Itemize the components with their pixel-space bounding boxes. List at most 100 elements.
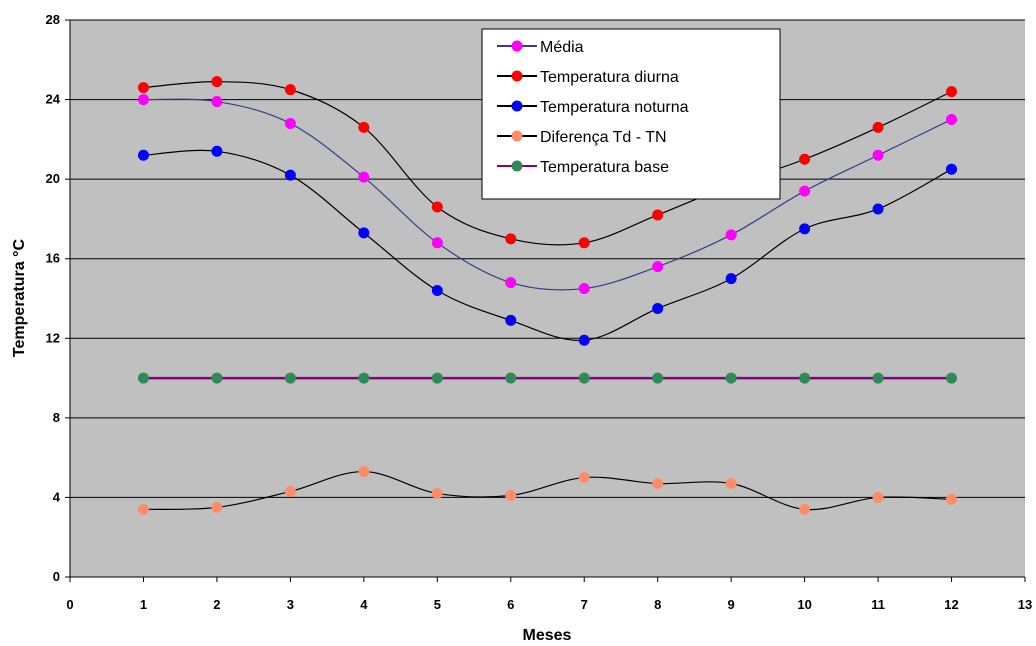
data-point xyxy=(284,169,296,181)
data-point xyxy=(872,149,884,161)
data-point xyxy=(946,493,958,505)
data-point xyxy=(799,185,811,197)
data-point xyxy=(137,149,149,161)
y-tick-label: 0 xyxy=(53,569,60,584)
data-point xyxy=(358,466,370,478)
data-point xyxy=(431,237,443,249)
data-point xyxy=(137,82,149,94)
y-tick-label: 20 xyxy=(46,171,60,186)
x-tick-label: 8 xyxy=(654,597,661,612)
data-point xyxy=(284,485,296,497)
x-tick-label: 4 xyxy=(360,597,368,612)
data-point xyxy=(358,372,370,384)
data-point xyxy=(799,503,811,515)
y-tick-label: 24 xyxy=(46,92,61,107)
data-point xyxy=(284,84,296,96)
data-point xyxy=(652,261,664,273)
data-point xyxy=(211,96,223,108)
data-point xyxy=(358,171,370,183)
data-point xyxy=(946,113,958,125)
legend-label: Diferença Td - TN xyxy=(540,129,667,146)
data-point xyxy=(799,223,811,235)
data-point xyxy=(872,372,884,384)
data-point xyxy=(505,277,517,289)
data-point xyxy=(946,372,958,384)
data-point xyxy=(284,372,296,384)
data-point xyxy=(431,201,443,213)
legend-item-2: Temperatura noturna xyxy=(497,99,689,116)
data-point xyxy=(799,153,811,165)
legend-label: Temperatura base xyxy=(540,159,669,176)
data-point xyxy=(578,283,590,295)
x-tick-label: 1 xyxy=(140,597,147,612)
legend-item-4: Temperatura base xyxy=(497,159,669,176)
data-point xyxy=(872,203,884,215)
legend-marker xyxy=(511,70,523,82)
y-tick-label: 4 xyxy=(53,489,61,504)
legend-marker xyxy=(511,40,523,52)
data-point xyxy=(284,117,296,129)
data-point xyxy=(505,372,517,384)
x-tick-label: 13 xyxy=(1018,597,1032,612)
legend-label: Temperatura noturna xyxy=(540,99,689,116)
y-axis-title: Temperatura °C xyxy=(11,238,28,357)
x-tick-label: 2 xyxy=(213,597,220,612)
legend-label: Temperatura diurna xyxy=(540,69,679,86)
legend-item-0: Média xyxy=(497,39,584,56)
y-tick-label: 12 xyxy=(46,330,60,345)
series-0 xyxy=(137,94,958,295)
x-tick-label: 7 xyxy=(581,597,588,612)
data-point xyxy=(431,487,443,499)
legend-label: Média xyxy=(540,39,584,56)
data-point xyxy=(946,86,958,98)
y-tick-label: 16 xyxy=(46,251,60,266)
data-point xyxy=(725,273,737,285)
data-point xyxy=(652,209,664,221)
x-tick-label: 5 xyxy=(434,597,441,612)
x-tick-label: 11 xyxy=(871,597,885,612)
data-point xyxy=(211,145,223,157)
legend-marker xyxy=(511,160,523,172)
series-line xyxy=(143,470,952,511)
data-point xyxy=(211,501,223,513)
data-point xyxy=(211,372,223,384)
data-point xyxy=(137,94,149,106)
series-1 xyxy=(137,76,958,249)
data-point xyxy=(505,233,517,245)
series-4 xyxy=(137,372,958,384)
data-point xyxy=(652,372,664,384)
x-tick-label: 12 xyxy=(944,597,958,612)
data-point xyxy=(725,229,737,241)
data-point xyxy=(578,237,590,249)
y-tick-label: 8 xyxy=(53,410,60,425)
data-point xyxy=(725,372,737,384)
data-point xyxy=(578,372,590,384)
x-axis-title: Meses xyxy=(523,627,572,644)
legend-item-1: Temperatura diurna xyxy=(497,69,679,86)
data-point xyxy=(358,121,370,133)
data-point xyxy=(652,478,664,490)
data-point xyxy=(578,472,590,484)
x-tick-label: 6 xyxy=(507,597,514,612)
data-point xyxy=(946,163,958,175)
series-2 xyxy=(137,145,958,346)
series-group xyxy=(137,76,958,515)
data-point xyxy=(505,314,517,326)
data-point xyxy=(137,503,149,515)
legend: Média Temperatura diurna Temperatura notur… xyxy=(481,28,781,200)
x-tick-label: 10 xyxy=(797,597,811,612)
data-point xyxy=(872,121,884,133)
data-point xyxy=(578,334,590,346)
x-tick-label: 0 xyxy=(66,597,73,612)
data-point xyxy=(872,491,884,503)
x-tick-label: 3 xyxy=(287,597,294,612)
data-point xyxy=(211,76,223,88)
data-point xyxy=(431,372,443,384)
data-point xyxy=(652,302,664,314)
legend-item-3: Diferença Td - TN xyxy=(497,129,667,146)
x-tick-label: 9 xyxy=(728,597,735,612)
legend-box xyxy=(481,28,781,200)
data-point xyxy=(358,227,370,239)
